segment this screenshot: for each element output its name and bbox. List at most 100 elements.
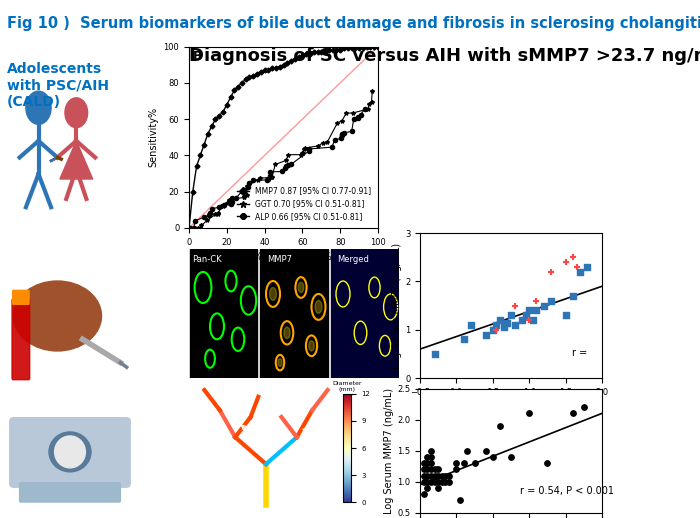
Point xyxy=(444,478,455,486)
Circle shape xyxy=(270,287,276,300)
Point xyxy=(458,335,469,343)
Point xyxy=(433,484,444,492)
Point xyxy=(509,301,520,310)
X-axis label: 100% - Specificity%: 100% - Specificity% xyxy=(235,252,332,262)
Text: MMP7: MMP7 xyxy=(267,255,293,264)
Circle shape xyxy=(298,282,304,293)
Text: Adolescents
with PSC/AIH
(CALD): Adolescents with PSC/AIH (CALD) xyxy=(7,62,109,109)
Text: Pan-CK: Pan-CK xyxy=(192,255,221,264)
Ellipse shape xyxy=(49,432,91,472)
Point xyxy=(426,478,437,486)
Point xyxy=(545,297,557,305)
Point xyxy=(426,447,437,455)
Point xyxy=(542,459,553,467)
Point xyxy=(505,311,517,320)
Point xyxy=(454,496,466,505)
Point xyxy=(421,478,433,486)
Point xyxy=(498,323,510,332)
Point xyxy=(451,459,462,467)
Point xyxy=(531,306,542,314)
Point xyxy=(418,471,429,480)
Point xyxy=(480,447,491,455)
Point xyxy=(538,301,550,310)
Point xyxy=(531,297,542,305)
Point xyxy=(520,311,531,320)
Point xyxy=(567,292,578,300)
Point xyxy=(582,263,593,271)
Point xyxy=(433,465,444,473)
Circle shape xyxy=(65,98,88,127)
Title: Diameter
(mm): Diameter (mm) xyxy=(332,381,362,392)
Point xyxy=(433,471,444,480)
Point xyxy=(509,321,520,329)
Point xyxy=(560,311,571,320)
Circle shape xyxy=(284,327,290,339)
Point xyxy=(480,330,491,339)
Point xyxy=(491,326,502,334)
Point xyxy=(426,459,437,467)
Point xyxy=(421,465,433,473)
Y-axis label: Log Serum MMP7 (ng/mL): Log Serum MMP7 (ng/mL) xyxy=(392,242,402,369)
Point xyxy=(418,490,429,498)
Point xyxy=(462,447,473,455)
Point xyxy=(436,478,447,486)
Point xyxy=(494,316,505,324)
Circle shape xyxy=(26,91,51,124)
Point xyxy=(418,478,429,486)
Point xyxy=(433,478,444,486)
Bar xyxy=(331,249,398,378)
Point xyxy=(505,453,517,461)
Point xyxy=(517,316,528,324)
Point xyxy=(426,465,437,473)
Point xyxy=(444,471,455,480)
Point xyxy=(421,453,433,461)
Polygon shape xyxy=(60,141,92,179)
Text: Fig 10 )  Serum biomarkers of bile duct damage and fibrosis in sclerosing cholan: Fig 10 ) Serum biomarkers of bile duct d… xyxy=(7,16,700,31)
Y-axis label: Sensitivity%: Sensitivity% xyxy=(148,107,158,167)
Point xyxy=(418,459,429,467)
Point xyxy=(421,484,433,492)
Circle shape xyxy=(315,300,322,313)
Point xyxy=(418,465,429,473)
Ellipse shape xyxy=(13,281,102,351)
Text: Diagnosis of SC versus AIH with sMMP7 >23.7 ng/ml: Diagnosis of SC versus AIH with sMMP7 >2… xyxy=(189,47,700,65)
FancyBboxPatch shape xyxy=(10,418,130,487)
Point xyxy=(487,326,498,334)
Point xyxy=(429,350,440,358)
Circle shape xyxy=(309,341,314,351)
Y-axis label: Log Serum MMP7 (ng/mL): Log Serum MMP7 (ng/mL) xyxy=(384,387,394,514)
Legend: MMP7 0.87 [95% CI 0.77-0.91], GGT 0.70 [95% CI 0.51-0.81], ALP 0.66 [95% CI 0.51: MMP7 0.87 [95% CI 0.77-0.91], GGT 0.70 [… xyxy=(234,183,374,224)
Point xyxy=(545,268,557,276)
Point xyxy=(451,465,462,473)
Point xyxy=(502,319,513,327)
Point xyxy=(440,478,451,486)
Point xyxy=(527,316,538,324)
Point xyxy=(466,321,477,329)
Point xyxy=(469,459,480,467)
Point xyxy=(487,453,498,461)
Ellipse shape xyxy=(55,436,85,468)
Point xyxy=(429,478,440,486)
Point xyxy=(421,471,433,480)
Point xyxy=(426,471,437,480)
Bar xyxy=(260,249,328,378)
Circle shape xyxy=(278,358,282,367)
Point xyxy=(429,471,440,480)
Point xyxy=(571,263,582,271)
Point xyxy=(567,409,578,418)
Text: r =: r = xyxy=(572,349,587,358)
FancyBboxPatch shape xyxy=(12,299,29,380)
X-axis label: Log Tissue MMP7 Expression (TPM): Log Tissue MMP7 Expression (TPM) xyxy=(426,402,596,412)
Point xyxy=(524,409,535,418)
Text: r = 0.54, P < 0.001: r = 0.54, P < 0.001 xyxy=(520,486,614,496)
Point xyxy=(426,453,437,461)
Point xyxy=(429,465,440,473)
Point xyxy=(421,459,433,467)
Point xyxy=(458,459,469,467)
Point xyxy=(578,403,589,411)
FancyBboxPatch shape xyxy=(13,290,29,304)
Point xyxy=(440,471,451,480)
FancyBboxPatch shape xyxy=(20,483,120,502)
Bar xyxy=(190,249,257,378)
Point xyxy=(524,316,535,324)
